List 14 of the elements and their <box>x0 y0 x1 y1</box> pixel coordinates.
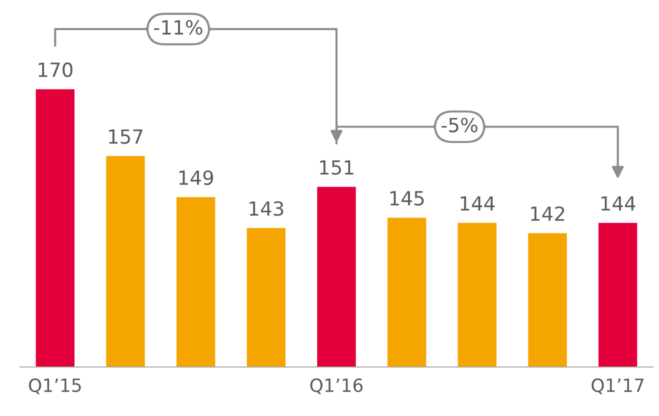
x-tick-label: Q1’15 <box>28 378 81 394</box>
data-label: 149 <box>179 170 214 186</box>
data-label: 144 <box>601 196 636 210</box>
x-tick-label: Q1’17 <box>592 378 644 394</box>
data-label: 143 <box>250 201 284 216</box>
x-tick-label: Q1’16 <box>310 378 363 394</box>
data-label: 157 <box>109 130 142 144</box>
data-label: 144 <box>460 196 495 210</box>
annotation: -5% <box>442 118 478 132</box>
data-label: 170 <box>38 62 72 78</box>
data-label: 142 <box>531 206 564 221</box>
data-label: 151 <box>320 160 354 175</box>
data-label: 145 <box>390 191 424 206</box>
text: -11% <box>154 20 202 35</box>
